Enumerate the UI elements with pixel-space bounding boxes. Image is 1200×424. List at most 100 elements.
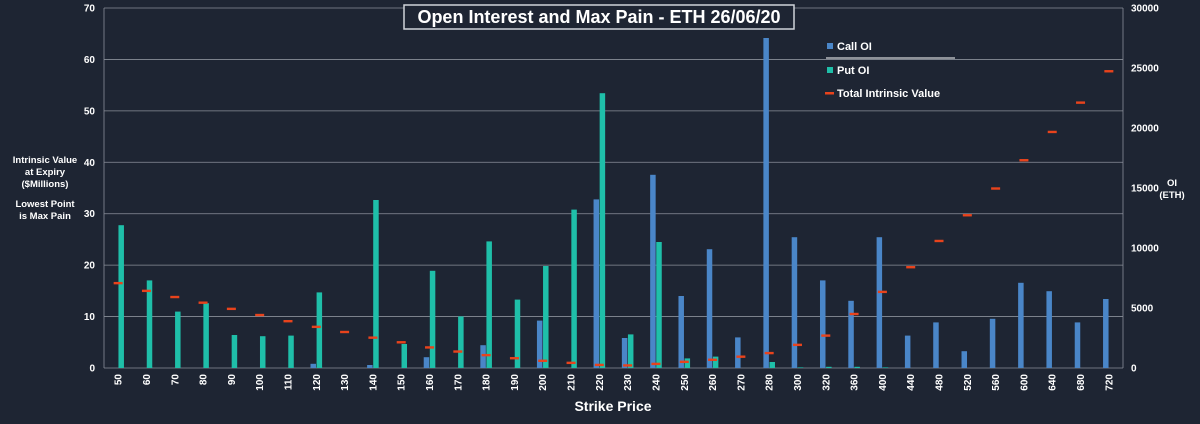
call-oi-bar bbox=[904, 335, 911, 368]
x-tick-label: 600 bbox=[1019, 374, 1030, 391]
intrinsic-value-marker bbox=[792, 343, 802, 347]
put-oi-bar bbox=[543, 266, 549, 368]
x-tick-label: 100 bbox=[255, 374, 266, 391]
legend: Call OI Put OI Total Intrinsic Value bbox=[825, 41, 955, 100]
x-tick-label: 480 bbox=[935, 374, 946, 391]
intrinsic-value-marker bbox=[113, 281, 123, 285]
put-oi-bar bbox=[118, 225, 124, 368]
x-tick-label: 220 bbox=[595, 374, 606, 391]
put-oi-bar bbox=[882, 367, 889, 368]
y-left-tick-label: 40 bbox=[84, 158, 96, 169]
right-axis-label-line: OI bbox=[1167, 178, 1177, 189]
intrinsic-value-marker bbox=[340, 330, 350, 334]
intrinsic-value-marker bbox=[566, 361, 576, 365]
intrinsic-value-markers bbox=[113, 70, 1114, 367]
left-axis-label-line: at Expiry bbox=[25, 167, 66, 178]
intrinsic-value-marker bbox=[255, 313, 265, 317]
put-oi-bar bbox=[854, 366, 860, 368]
put-oi-bar bbox=[401, 344, 408, 368]
call-oi-bar bbox=[423, 357, 430, 368]
x-tick-label: 120 bbox=[312, 374, 323, 391]
y-left-tick-label: 30 bbox=[84, 209, 96, 220]
intrinsic-value-marker bbox=[962, 214, 972, 217]
y-left-tick-label: 0 bbox=[89, 364, 95, 375]
axis-ticks: 0 10 20 30 40 50 60 70 0 5000 10000 15000 20000 25000… bbox=[84, 4, 1159, 391]
left-axis-label: Intrinsic Value at Expiry ($Millions) Lo… bbox=[13, 155, 77, 222]
intrinsic-value-marker bbox=[1104, 70, 1114, 73]
legend-swatch-total-intrinsic-value bbox=[825, 92, 834, 95]
y-right-tick-label: 10000 bbox=[1131, 244, 1159, 255]
x-tick-label: 250 bbox=[680, 374, 691, 391]
intrinsic-value-marker bbox=[368, 336, 378, 339]
call-oi-bar bbox=[367, 365, 373, 368]
put-oi-bar bbox=[458, 316, 464, 368]
x-tick-label: 240 bbox=[651, 374, 662, 391]
intrinsic-value-marker bbox=[481, 353, 491, 357]
call-oi-bar bbox=[678, 296, 684, 368]
x-tick-label: 90 bbox=[227, 374, 238, 386]
left-axis-label-line: ($Millions) bbox=[22, 179, 69, 190]
grid-lines bbox=[103, 7, 1124, 369]
x-axis-title: Strike Price bbox=[574, 398, 651, 414]
call-oi-bar bbox=[989, 318, 996, 368]
x-tick-label: 520 bbox=[963, 374, 974, 391]
legend-label-call-oi: Call OI bbox=[837, 41, 872, 53]
x-tick-label: 300 bbox=[793, 374, 804, 391]
intrinsic-value-marker bbox=[906, 266, 916, 269]
put-oi-bar bbox=[175, 311, 181, 368]
x-tick-label: 680 bbox=[1076, 374, 1087, 391]
bars bbox=[118, 38, 1109, 368]
y-right-tick-label: 30000 bbox=[1131, 4, 1159, 15]
x-tick-label: 200 bbox=[538, 374, 549, 391]
call-oi-bar bbox=[1103, 299, 1109, 368]
right-axis-label: OI (ETH) bbox=[1159, 178, 1184, 201]
x-tick-label: 270 bbox=[736, 374, 747, 391]
x-tick-label: 640 bbox=[1048, 374, 1059, 391]
x-tick-label: 150 bbox=[397, 374, 408, 391]
intrinsic-value-marker bbox=[283, 320, 293, 323]
y-right-tick-label: 25000 bbox=[1131, 64, 1159, 75]
x-tick-label: 140 bbox=[368, 374, 379, 391]
call-oi-bar bbox=[650, 174, 656, 368]
x-tick-label: 110 bbox=[283, 374, 294, 391]
intrinsic-value-marker bbox=[679, 360, 689, 364]
legend-swatch-put-oi bbox=[827, 67, 833, 73]
call-oi-bar bbox=[735, 337, 741, 368]
x-tick-label: 280 bbox=[765, 374, 776, 391]
call-oi-bar bbox=[848, 300, 854, 368]
intrinsic-value-marker bbox=[226, 307, 236, 311]
x-tick-label: 560 bbox=[991, 374, 1002, 391]
call-oi-bar bbox=[961, 351, 968, 368]
x-tick-label: 210 bbox=[567, 374, 578, 391]
left-axis-label-line: Intrinsic Value bbox=[13, 155, 77, 166]
intrinsic-value-marker bbox=[311, 325, 321, 329]
intrinsic-value-marker bbox=[736, 355, 746, 358]
y-left-tick-label: 10 bbox=[84, 312, 96, 323]
call-oi-bar bbox=[1046, 291, 1052, 368]
intrinsic-value-marker bbox=[1019, 159, 1029, 162]
x-tick-label: 80 bbox=[199, 374, 210, 386]
x-tick-label: 70 bbox=[170, 374, 181, 386]
call-oi-bar bbox=[480, 345, 486, 368]
x-tick-label: 440 bbox=[906, 374, 917, 391]
intrinsic-value-marker bbox=[170, 295, 180, 299]
x-tick-label: 190 bbox=[510, 374, 521, 391]
put-oi-bar bbox=[146, 280, 153, 368]
intrinsic-value-marker bbox=[538, 359, 548, 362]
x-tick-label: 180 bbox=[482, 374, 493, 391]
x-tick-label: 320 bbox=[821, 374, 832, 391]
call-oi-bar bbox=[621, 338, 628, 368]
intrinsic-value-marker bbox=[849, 312, 859, 316]
x-tick-label: 230 bbox=[623, 374, 634, 391]
put-oi-bar bbox=[316, 292, 323, 368]
put-oi-bar bbox=[231, 335, 238, 368]
put-oi-bar bbox=[373, 200, 379, 368]
x-tick-label: 50 bbox=[114, 374, 125, 386]
put-oi-bar bbox=[486, 241, 492, 368]
put-oi-bar bbox=[429, 270, 436, 368]
intrinsic-value-marker bbox=[453, 350, 463, 353]
y-left-tick-label: 20 bbox=[84, 261, 96, 272]
chart-title: Open Interest and Max Pain - ETH 26/06/2… bbox=[417, 7, 780, 27]
intrinsic-value-marker bbox=[934, 239, 944, 243]
title-box bbox=[403, 4, 795, 30]
